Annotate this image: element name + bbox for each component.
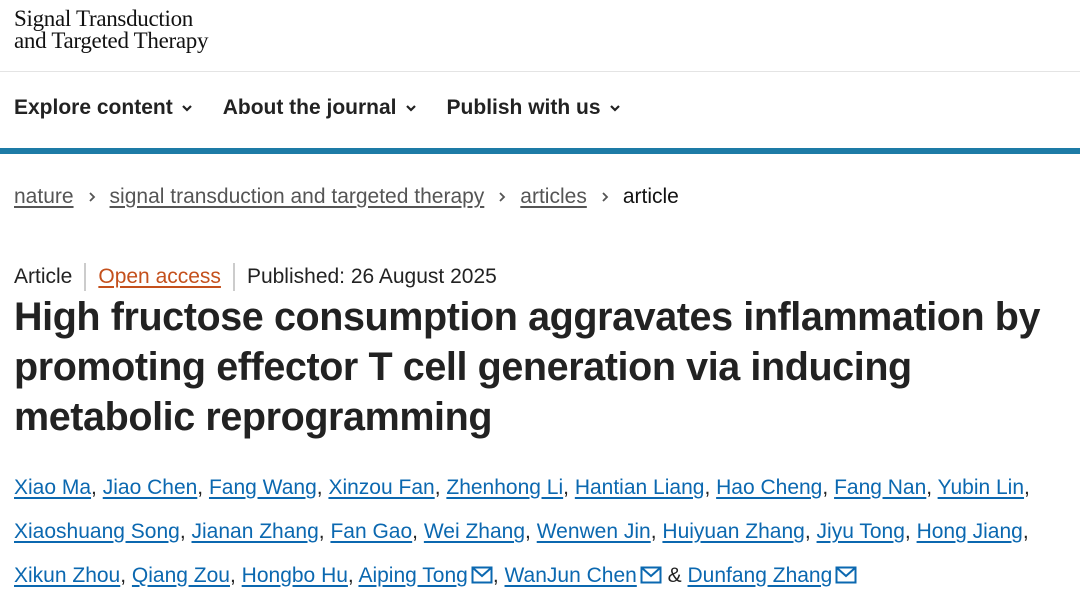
author-link[interactable]: Hong Jiang	[916, 520, 1023, 543]
author-link[interactable]: Xiaoshuang Song	[14, 520, 180, 543]
breadcrumb-current: article	[622, 185, 679, 208]
chevron-icon	[609, 105, 620, 112]
nav-bar: Explore content About the journal Publish …	[14, 96, 621, 120]
chevron-icon	[181, 105, 192, 112]
nav-menu[interactable]: About the journal	[223, 96, 417, 120]
email-icon[interactable]	[471, 566, 493, 584]
author-link[interactable]: Qiang Zou	[131, 564, 230, 587]
author-link[interactable]: Xikun Zhou	[14, 564, 121, 587]
author-separator: ,	[120, 564, 127, 587]
email-icon[interactable]	[640, 566, 662, 584]
logo-line: Signal Transduction	[14, 6, 193, 31]
author-separator: ,	[1024, 476, 1030, 499]
author-link[interactable]: Fang Nan	[834, 476, 927, 499]
author-separator: ,	[525, 520, 531, 543]
breadcrumb-link[interactable]: articles	[520, 185, 587, 208]
chevron-icon	[602, 192, 609, 202]
breadcrumb-link[interactable]: signal transduction and targeted therapy	[109, 185, 485, 208]
author-link[interactable]: Zhenhong Li	[446, 476, 564, 499]
author-separator: ,	[179, 520, 186, 543]
author-link[interactable]: Hao Cheng	[716, 476, 823, 499]
author-link[interactable]: Jianan Zhang	[191, 520, 319, 543]
nav-menu[interactable]: Publish with us	[447, 96, 621, 120]
published-date: Published: 26 August 2025	[246, 265, 497, 288]
author-separator: ,	[318, 520, 325, 543]
author-list: Xiao Ma, Jiao Chen, Fang Wang, Xinzou Fa…	[14, 466, 1074, 598]
author-link[interactable]: Jiyu Tong	[816, 520, 905, 543]
author-link[interactable]: Wei Zhang	[423, 520, 526, 543]
breadcrumb-link[interactable]: nature	[14, 185, 74, 208]
separator	[232, 263, 235, 291]
article-type: Article	[14, 265, 73, 288]
author-separator: ,	[91, 476, 97, 499]
author-separator: ,	[229, 564, 236, 587]
author-separator: ,	[1022, 520, 1029, 543]
author-separator: ,	[563, 476, 569, 499]
open-access-link[interactable]: Open access	[98, 265, 221, 288]
chevron-icon	[499, 192, 506, 202]
breadcrumbs: nature signal transduction and targeted t…	[14, 185, 679, 209]
article-title: High fructose consumption aggravates inf…	[14, 295, 1041, 439]
author-separator: ,	[412, 520, 419, 543]
author-separator: ,	[704, 476, 711, 499]
author-separator: ,	[492, 564, 499, 587]
nav-label: About the journal	[222, 96, 397, 119]
author-link[interactable]: Wenwen Jin	[536, 520, 651, 543]
accent-bar	[0, 148, 1080, 154]
logo-line: and Targeted Therapy	[14, 28, 209, 53]
author-separator: ,	[347, 564, 354, 587]
author-separator: &	[667, 564, 682, 587]
author-link[interactable]: Fan Gao	[330, 520, 413, 543]
author-separator: ,	[804, 520, 811, 543]
email-icon[interactable]	[835, 566, 857, 584]
author-link[interactable]: Huiyuan Zhang	[662, 520, 805, 543]
nav-label: Explore content	[14, 96, 173, 119]
nav-menu[interactable]: Explore content	[14, 96, 193, 120]
author-separator: ,	[197, 476, 204, 499]
separator	[84, 263, 87, 291]
nav-label: Publish with us	[446, 96, 601, 119]
author-separator: ,	[316, 476, 323, 499]
author-link[interactable]: Hantian Liang	[574, 476, 705, 499]
author-link[interactable]: WanJun Chen	[504, 564, 637, 587]
author-link[interactable]: Jiao Chen	[102, 476, 198, 499]
author-separator: ,	[650, 520, 657, 543]
author-link[interactable]: Hongbo Hu	[241, 564, 348, 587]
author-separator: ,	[904, 520, 911, 543]
chevron-icon	[88, 192, 95, 202]
author-separator: ,	[926, 476, 933, 499]
journal-logo[interactable]: Signal Transduction and Targeted Therapy	[14, 6, 209, 53]
author-link[interactable]: Dunfang Zhang	[687, 564, 833, 587]
divider	[0, 71, 1080, 72]
chevron-icon	[405, 105, 416, 112]
article-meta: Article Open access Published: 26 August…	[14, 263, 497, 291]
author-separator: ,	[434, 476, 441, 499]
author-link[interactable]: Yubin Lin	[937, 476, 1025, 499]
author-link[interactable]: Xiao Ma	[14, 476, 92, 499]
author-link[interactable]: Xinzou Fan	[328, 476, 435, 499]
author-link[interactable]: Fang Wang	[208, 476, 317, 499]
author-link[interactable]: Aiping Tong	[358, 564, 468, 587]
author-separator: ,	[822, 476, 829, 499]
